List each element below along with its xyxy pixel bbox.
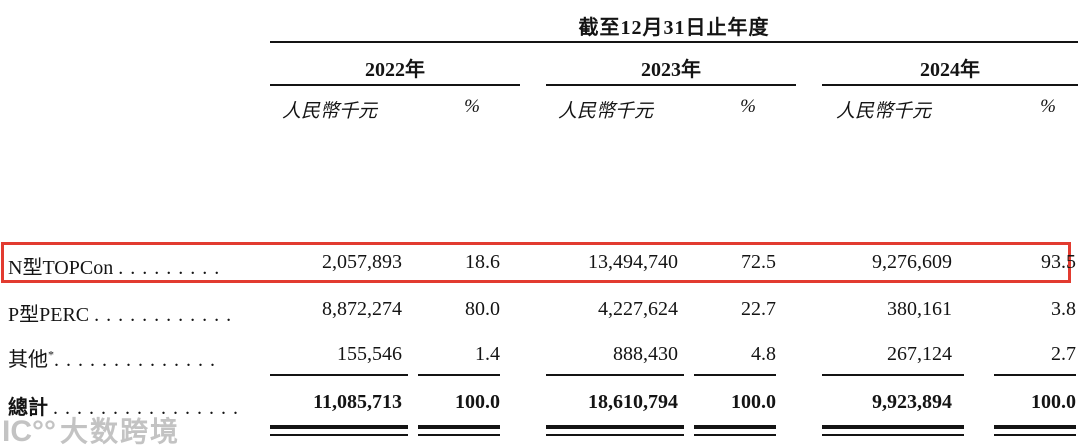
subtotal-rule bbox=[994, 374, 1076, 376]
value-2023: 13,494,740 bbox=[588, 251, 678, 273]
total-double-rule bbox=[418, 425, 500, 429]
value-2022: 8,872,274 bbox=[322, 298, 402, 320]
table-row-others: 其他*. . . . . . . . . . . . . . 155,546 1… bbox=[0, 343, 1080, 375]
pct-header-2023: % bbox=[740, 96, 756, 117]
watermark-logo-icon: IC°° bbox=[2, 415, 56, 447]
total-double-rule bbox=[418, 434, 500, 436]
total-value-2024: 9,923,894 bbox=[872, 391, 952, 413]
row-label: 其他*. . . . . . . . . . . . . . bbox=[8, 347, 216, 371]
pct-2023: 4.8 bbox=[751, 343, 776, 365]
subtotal-rule bbox=[822, 374, 964, 376]
value-2023: 4,227,624 bbox=[598, 298, 678, 320]
header-top-rule bbox=[270, 41, 1078, 43]
table-row-total: 總計 . . . . . . . . . . . . . . . . 11,08… bbox=[0, 391, 1080, 423]
table-row-n-topcon: N型TOPCon . . . . . . . . . 2,057,893 18.… bbox=[0, 251, 1080, 283]
total-pct-2024: 100.0 bbox=[1031, 391, 1076, 413]
total-double-rule bbox=[694, 434, 776, 436]
pct-2022: 18.6 bbox=[465, 251, 500, 273]
pct-2024: 93.5 bbox=[1041, 251, 1076, 273]
pct-2023: 72.5 bbox=[741, 251, 776, 273]
total-double-rule bbox=[546, 425, 684, 429]
value-2023: 888,430 bbox=[613, 343, 678, 365]
unit-header-2022: 人民幣千元 bbox=[282, 101, 378, 122]
total-double-rule bbox=[270, 434, 408, 436]
year-header-2023: 2023年 bbox=[641, 59, 701, 81]
subtotal-rule bbox=[546, 374, 684, 376]
watermark: IC°° 大数跨境 bbox=[2, 410, 180, 447]
total-double-rule bbox=[994, 425, 1076, 429]
dot-leader: . . . . . . . . . bbox=[118, 257, 221, 279]
row-label: 總計 . . . . . . . . . . . . . . . . bbox=[8, 397, 239, 419]
subtotal-rule bbox=[418, 374, 500, 376]
pct-2024: 3.8 bbox=[1051, 298, 1076, 320]
total-pct-2022: 100.0 bbox=[455, 391, 500, 413]
total-double-rule bbox=[822, 425, 964, 429]
total-double-rule bbox=[822, 434, 964, 436]
year-underline-2024 bbox=[822, 84, 1078, 86]
total-value-2023: 18,610,794 bbox=[588, 391, 678, 413]
total-pct-2023: 100.0 bbox=[731, 391, 776, 413]
year-header-2024: 2024年 bbox=[920, 59, 980, 81]
unit-header-2024: 人民幣千元 bbox=[836, 101, 932, 122]
subtotal-rule bbox=[694, 374, 776, 376]
year-header-2022: 2022年 bbox=[365, 59, 425, 81]
total-double-rule bbox=[994, 434, 1076, 436]
footnote-asterisk: * bbox=[48, 347, 54, 362]
value-2022: 2,057,893 bbox=[322, 251, 402, 273]
pct-header-2024: % bbox=[1040, 96, 1056, 117]
total-double-rule bbox=[270, 425, 408, 429]
pct-2024: 2.7 bbox=[1051, 343, 1076, 365]
period-header: 截至12月31日止年度 bbox=[578, 17, 770, 39]
subtotal-rule bbox=[270, 374, 408, 376]
table-row-p-perc: P型PERC . . . . . . . . . . . . 8,872,274… bbox=[0, 298, 1080, 330]
pct-2023: 22.7 bbox=[741, 298, 776, 320]
total-double-rule bbox=[694, 425, 776, 429]
year-underline-2023 bbox=[546, 84, 796, 86]
dot-leader: . . . . . . . . . . . . . . . . bbox=[53, 397, 239, 419]
total-double-rule bbox=[546, 434, 684, 436]
value-2024: 380,161 bbox=[887, 298, 952, 320]
highlight-annotation-box bbox=[1, 242, 1071, 283]
watermark-text: 大数跨境 bbox=[60, 416, 181, 447]
row-label: N型TOPCon . . . . . . . . . bbox=[8, 257, 221, 279]
dot-leader: . . . . . . . . . . . . . . bbox=[54, 349, 216, 371]
dot-leader: . . . . . . . . . . . . bbox=[94, 304, 233, 326]
row-label: P型PERC . . . . . . . . . . . . bbox=[8, 304, 233, 326]
value-2022: 155,546 bbox=[337, 343, 402, 365]
unit-header-2023: 人民幣千元 bbox=[558, 101, 654, 122]
value-2024: 267,124 bbox=[887, 343, 952, 365]
total-value-2022: 11,085,713 bbox=[313, 391, 402, 413]
pct-2022: 80.0 bbox=[465, 298, 500, 320]
pct-2022: 1.4 bbox=[475, 343, 500, 365]
pct-header-2022: % bbox=[464, 96, 480, 117]
year-underline-2022 bbox=[270, 84, 520, 86]
value-2024: 9,276,609 bbox=[872, 251, 952, 273]
